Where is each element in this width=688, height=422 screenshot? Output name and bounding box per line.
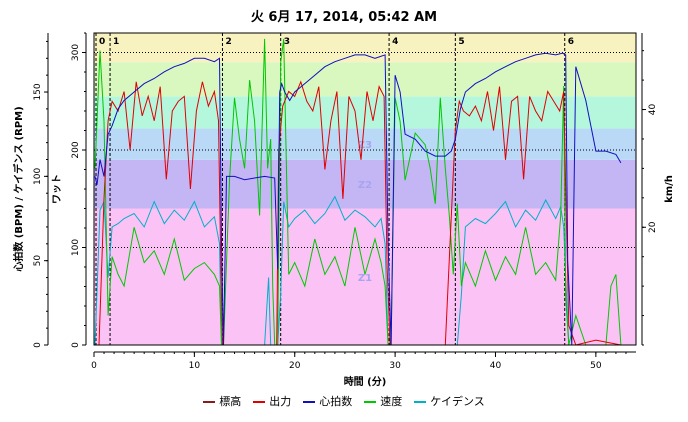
zone-label: Z2: [358, 180, 372, 191]
legend-label: 標高: [219, 395, 242, 408]
interval-label: 0: [99, 37, 105, 47]
legend-item: 標高: [203, 393, 241, 409]
hr-zones: Z1Z2Z3Z4Z5Z6: [94, 33, 636, 345]
legend-swatch: [253, 401, 266, 403]
hr-tick-label: 0: [33, 342, 43, 348]
x-tick-label: 10: [189, 361, 201, 371]
y-axis-label-inner-left: ワット: [51, 174, 63, 204]
plot-frame: [93, 32, 637, 346]
zone-band: [94, 33, 636, 63]
zone-band: [94, 208, 636, 345]
series-line: [94, 52, 622, 345]
legend-swatch: [203, 401, 216, 403]
zone-label: Z3: [358, 140, 372, 151]
speed-tick-label: 20: [648, 221, 658, 233]
series-line: [95, 80, 621, 345]
legend: 標高 出力 心拍数 速度 ケイデンス: [0, 393, 688, 409]
series-line: [94, 195, 621, 345]
interval-label: 1: [113, 37, 119, 47]
legend-label: 出力: [269, 395, 292, 408]
interval-label: 2: [225, 37, 231, 47]
x-tick-label: 20: [289, 361, 301, 371]
speed-tick-label: 40: [648, 104, 658, 116]
legend-item: 出力: [253, 393, 291, 409]
power-tick-label: 200: [71, 141, 81, 158]
x-tick-label: 30: [389, 361, 401, 371]
hr-tick-label: 100: [33, 167, 43, 184]
chart-title: 火 6月 17, 2014, 05:42 AM: [251, 10, 437, 25]
zone-band: [94, 62, 636, 97]
legend-label: ケイデンス: [430, 395, 485, 408]
x-axis-label: 時間 (分): [344, 375, 387, 388]
power-tick-label: 0: [71, 342, 81, 348]
legend-item: ケイデンス: [414, 393, 485, 409]
series-line: [94, 38, 622, 345]
x-tick-label: 50: [590, 361, 602, 371]
interval-label: 3: [284, 37, 290, 47]
zone-band: [94, 128, 636, 160]
legend-item: 速度: [364, 393, 402, 409]
x-tick-label: 40: [490, 361, 502, 371]
legend-swatch: [414, 401, 427, 403]
legend-label: 速度: [380, 395, 403, 408]
legend-swatch: [303, 401, 316, 403]
zone-label: Z1: [358, 273, 372, 284]
interval-label: 5: [458, 37, 464, 47]
power-tick-label: 300: [71, 44, 81, 61]
y-axis-label-outer-left: 心拍数 (BPM) / ケイデンス (RPM): [12, 106, 25, 271]
hr-tick-label: 50: [33, 255, 43, 267]
legend-label: 心拍数: [319, 395, 353, 408]
x-tick-label: 0: [91, 361, 97, 371]
legend-swatch: [364, 401, 377, 403]
grid: [94, 52, 636, 248]
power-tick-label: 100: [71, 239, 81, 256]
interval-label: 6: [568, 37, 574, 47]
legend-item: 心拍数: [303, 393, 352, 409]
y-axis-label-right: km/h: [664, 175, 675, 203]
hr-tick-label: 150: [33, 83, 43, 100]
series-lines: [94, 38, 626, 345]
interval-label: 4: [392, 37, 398, 47]
